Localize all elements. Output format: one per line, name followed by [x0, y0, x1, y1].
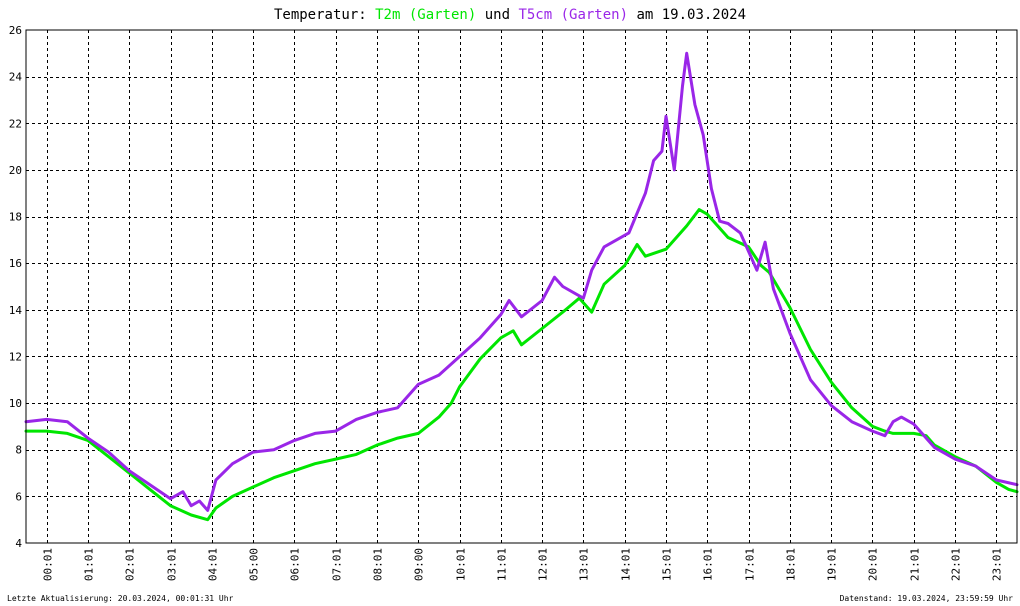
- plot-frame: [25, 29, 1018, 544]
- y-tick-label: 14: [9, 304, 23, 317]
- series-line-2: [24, 51, 1019, 512]
- y-tick-label: 4: [15, 537, 22, 550]
- x-tick-label: 22:01: [950, 548, 963, 581]
- x-tick-label: 06:01: [289, 548, 302, 581]
- x-tick-label: 01:01: [83, 548, 96, 581]
- x-tick-label: 05:00: [248, 548, 261, 581]
- x-tick-label: 21:01: [909, 548, 922, 581]
- x-axis-labels: 00:01 01:01 02:01 03:01 04:01 05:00 06:01 07:01…: [42, 548, 1004, 581]
- y-tick-label: 6: [15, 490, 22, 503]
- x-tick-label: 04:01: [207, 548, 220, 581]
- chart-title: Temperatur: T2m (Garten) und T5cm (Garte…: [274, 7, 746, 23]
- x-tick-label: 12:01: [537, 548, 550, 581]
- x-tick-label: 16:01: [702, 548, 715, 581]
- x-tick-label: 03:01: [166, 548, 179, 581]
- y-tick-label: 10: [9, 397, 22, 410]
- y-axis-labels: 4 6 8 10 12 14 16 18 20 22 24 26: [9, 24, 23, 550]
- x-tick-label: 10:01: [455, 548, 468, 581]
- x-tick-label: 23:01: [991, 548, 1004, 581]
- y-tick-label: 16: [9, 257, 22, 270]
- x-tick-label: 18:01: [785, 548, 798, 581]
- footer-last-update: Letzte Aktualisierung: 20.03.2024, 00:01…: [7, 594, 234, 603]
- footer-data-status: Datenstand: 19.03.2024, 23:59:59 Uhr: [840, 594, 1014, 603]
- x-tick-label: 07:01: [331, 548, 344, 581]
- y-tick-label: 24: [9, 71, 23, 84]
- x-tick-label: 20:01: [867, 548, 880, 581]
- title-series2: T5cm (Garten): [518, 7, 628, 23]
- title-suffix: am 19.03.2024: [628, 7, 746, 23]
- x-tick-label: 15:01: [661, 548, 674, 581]
- y-tick-label: 20: [9, 164, 22, 177]
- title-prefix: Temperatur:: [274, 7, 375, 23]
- x-tick-label: 17:01: [744, 548, 757, 581]
- series-line-1: [24, 208, 1019, 522]
- x-tick-label: 08:01: [372, 548, 385, 581]
- y-tick-label: 18: [9, 211, 22, 224]
- title-series1: T2m (Garten): [375, 7, 476, 23]
- x-tick-label: 00:01: [42, 548, 55, 581]
- y-tick-label: 22: [9, 117, 22, 130]
- x-tick-label: 02:01: [124, 548, 137, 581]
- x-tick-label: 19:01: [826, 548, 839, 581]
- x-tick-label: 14:01: [620, 548, 633, 581]
- series-layer: [24, 51, 1019, 522]
- grid: [26, 30, 1017, 543]
- x-tick-label: 11:01: [496, 548, 509, 581]
- y-tick-label: 26: [9, 24, 22, 37]
- x-tick-label: 13:01: [578, 548, 591, 581]
- x-tick-label: 09:00: [413, 548, 426, 581]
- y-tick-label: 8: [15, 444, 22, 457]
- title-connector: und: [476, 7, 518, 23]
- y-tick-label: 12: [9, 350, 22, 363]
